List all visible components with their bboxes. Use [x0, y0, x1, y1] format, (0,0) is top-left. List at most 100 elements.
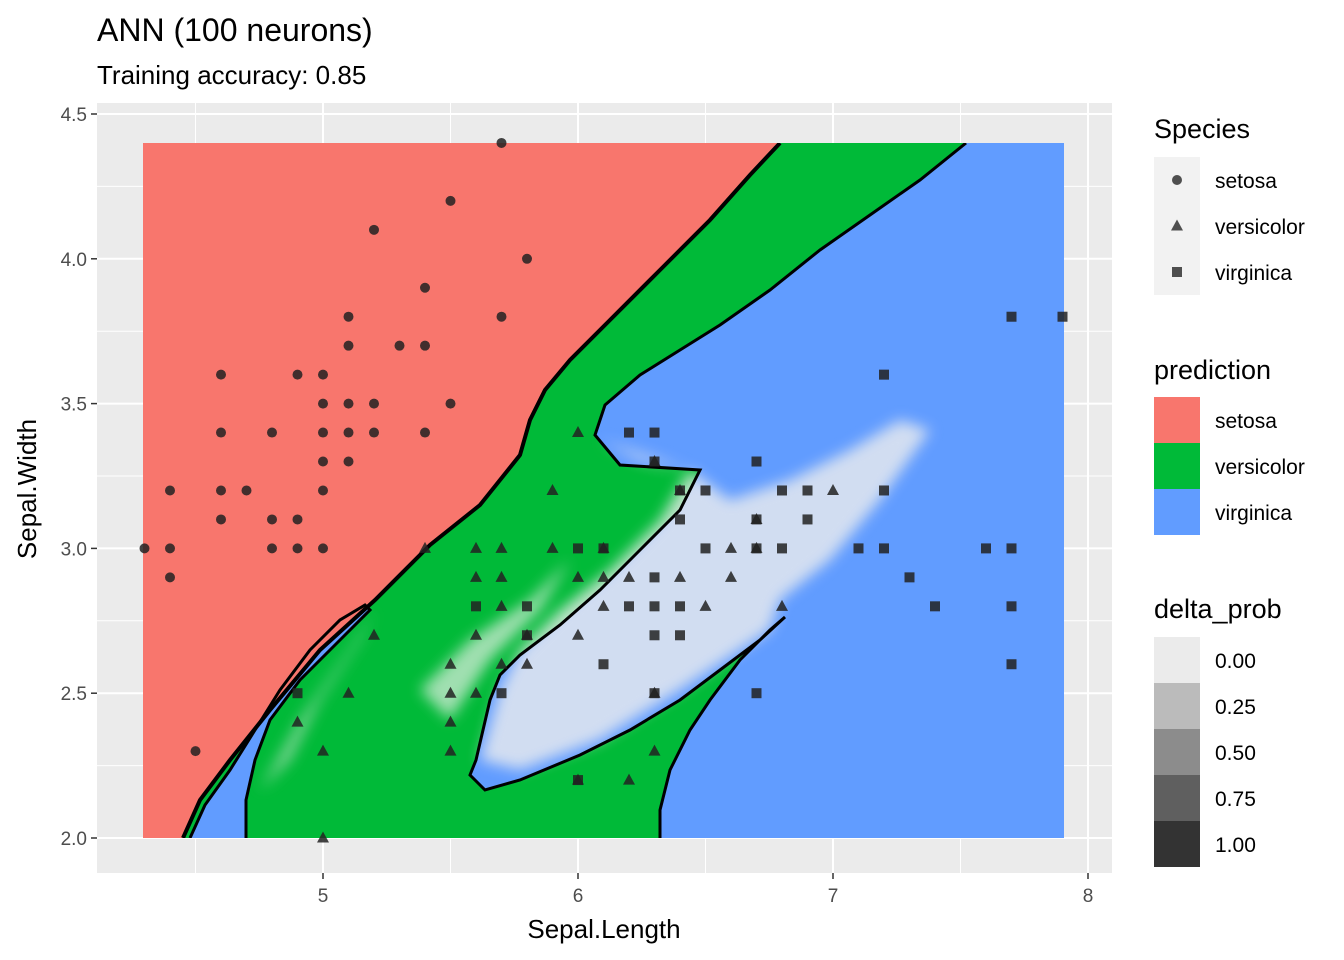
point-setosa: [318, 485, 328, 496]
point-virginica: [573, 775, 583, 786]
legend-swatch-prediction: [1154, 397, 1200, 443]
point-versicolor: [368, 628, 380, 640]
point-versicolor: [470, 628, 482, 640]
point-setosa: [165, 572, 175, 583]
point-virginica: [751, 456, 762, 467]
x-tick-label: 6: [573, 886, 584, 907]
point-versicolor: [470, 686, 482, 698]
point-setosa: [241, 485, 252, 496]
point-versicolor: [648, 744, 661, 756]
point-virginica: [649, 630, 660, 641]
point-setosa: [267, 543, 277, 554]
point-virginica: [598, 659, 609, 670]
point-setosa: [165, 543, 175, 554]
point-versicolor: [470, 570, 482, 582]
point-virginica: [649, 572, 660, 583]
point-setosa: [139, 543, 150, 554]
point-versicolor: [597, 599, 610, 611]
point-setosa: [267, 514, 277, 525]
point-virginica: [981, 543, 991, 554]
point-setosa: [496, 311, 507, 322]
point-virginica: [853, 543, 864, 554]
point-setosa: [318, 398, 328, 409]
point-virginica: [1057, 311, 1068, 322]
point-virginica: [675, 485, 685, 496]
legend-label-species: virginica: [1215, 262, 1292, 285]
legend-label-species: versicolor: [1215, 216, 1305, 239]
boundary-versicolor-virginica: [468, 143, 967, 838]
point-virginica: [675, 601, 685, 612]
point-virginica: [751, 688, 762, 699]
point-versicolor: [776, 599, 788, 611]
legend-swatch-delta-prob: [1154, 637, 1200, 683]
point-virginica: [700, 543, 711, 554]
point-virginica: [471, 601, 481, 612]
point-virginica: [700, 485, 711, 496]
point-virginica: [522, 630, 532, 641]
point-setosa: [496, 137, 507, 148]
point-virginica: [777, 543, 787, 554]
y-axis-title: Sepal.Width: [12, 419, 42, 559]
point-setosa: [343, 456, 354, 467]
region-versicolor: [183, 143, 966, 838]
legend-swatch-prediction: [1154, 489, 1200, 535]
point-versicolor: [317, 831, 329, 843]
point-versicolor: [342, 686, 355, 698]
legend-label-delta-prob: 0.50: [1215, 742, 1256, 765]
y-tick-label: 3.0: [61, 539, 87, 560]
point-virginica: [1006, 659, 1017, 670]
y-tick-label: 4.0: [61, 250, 87, 271]
point-versicolor: [572, 628, 584, 640]
delta-prob-shading: [260, 420, 930, 790]
point-setosa: [318, 543, 328, 554]
chart-subtitle: Training accuracy: 0.85: [97, 60, 366, 90]
point-setosa: [318, 369, 328, 380]
point-virginica: [751, 543, 762, 554]
point-setosa: [267, 427, 277, 438]
point-virginica: [904, 572, 915, 583]
point-virginica: [930, 601, 940, 612]
point-setosa: [292, 543, 303, 554]
point-virginica: [777, 485, 787, 496]
point-virginica: [496, 688, 507, 699]
point-setosa: [420, 427, 430, 438]
point-versicolor: [623, 773, 635, 785]
legend-label-delta-prob: 0.25: [1215, 696, 1256, 719]
point-versicolor: [725, 570, 737, 582]
legend-swatch-delta-prob: [1154, 821, 1200, 867]
point-versicolor: [444, 657, 457, 669]
boundary-virginica-pocket: [188, 603, 373, 838]
point-versicolor: [546, 483, 559, 495]
point-virginica: [879, 369, 889, 380]
legend-label-prediction: virginica: [1215, 502, 1292, 525]
point-setosa: [292, 514, 303, 525]
point-virginica: [1006, 601, 1017, 612]
x-tick-label: 5: [318, 886, 329, 907]
legend-swatch-prediction: [1154, 443, 1200, 489]
point-versicolor: [470, 541, 482, 553]
point-versicolor: [572, 570, 584, 582]
point-virginica: [879, 485, 889, 496]
point-versicolor: [495, 599, 508, 611]
point-virginica: [522, 601, 532, 612]
x-tick-label: 7: [828, 886, 839, 907]
point-versicolor: [725, 541, 737, 553]
point-setosa: [216, 369, 226, 380]
axes: 5 6 7 8 2.0 2.5 3.0 3.5 4.0 4.5: [61, 105, 1094, 907]
y-tick-label: 3.5: [61, 395, 87, 416]
point-virginica: [802, 485, 813, 496]
point-virginica: [1006, 543, 1017, 554]
point-setosa: [343, 340, 354, 351]
legend-label-prediction: versicolor: [1215, 456, 1305, 479]
point-setosa: [216, 485, 226, 496]
point-versicolor: [495, 570, 508, 582]
y-tick-label: 2.0: [61, 829, 87, 850]
region-setosa: [143, 143, 780, 838]
point-setosa: [292, 369, 303, 380]
point-virginica: [649, 601, 660, 612]
x-axis-title: Sepal.Length: [527, 914, 680, 944]
point-versicolor: [291, 715, 304, 727]
x-tick-label: 8: [1083, 886, 1094, 907]
point-virginica: [751, 514, 762, 525]
legend-key-setosa: [1172, 175, 1182, 185]
